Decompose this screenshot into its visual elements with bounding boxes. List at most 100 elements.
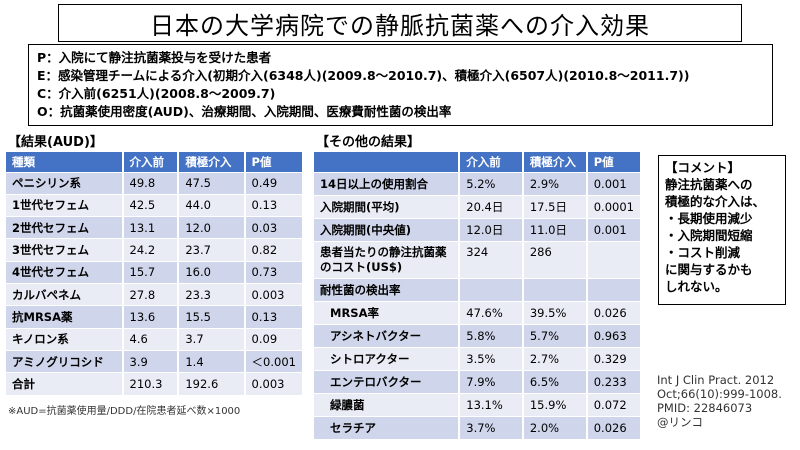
- comment-line: ・長期使用減少: [665, 211, 753, 226]
- value-cell: 44.0: [178, 193, 246, 217]
- p-value-cell: 0.09: [244, 327, 305, 351]
- value-cell: 13.1%: [459, 392, 524, 416]
- value-cell: 16.0: [178, 260, 246, 284]
- value-cell: 15.9%: [522, 392, 588, 416]
- row-label: シトロアクター: [314, 346, 461, 370]
- row-label: 患者当たりの静注抗菌薬のコスト(US$): [314, 240, 461, 278]
- p-value-cell: 0.963: [586, 323, 643, 347]
- other-header-active: 積極介入: [522, 152, 588, 172]
- comment-line: しれない。: [665, 279, 728, 294]
- value-cell: 27.8: [122, 282, 180, 306]
- p-value-cell: 0.03: [244, 216, 305, 239]
- table-row: 4世代セフェム 15.7 16.0 0.73: [6, 260, 305, 284]
- row-label: キノロン系: [6, 327, 124, 351]
- p-value-cell: ＜0.001: [244, 349, 305, 373]
- value-cell: 49.8: [122, 171, 180, 195]
- p-value-cell: 0.001: [586, 171, 643, 195]
- other-section-label: 【その他の結果】: [316, 135, 421, 150]
- pico-e: E：感染管理チームによる介入(初期介入(6348人)(2009.8～2010.7…: [37, 68, 690, 83]
- p-value-cell: 0.072: [586, 392, 643, 416]
- p-value-cell: 0.49: [244, 171, 305, 195]
- row-label: 緑膿菌: [314, 392, 461, 416]
- value-cell: 2.9%: [522, 171, 588, 195]
- other-header-row: 介入前 積極介入 P値: [314, 152, 643, 172]
- p-value-cell: 0.026: [586, 300, 643, 324]
- table-row: エンテロバクター 7.9% 6.5% 0.233: [314, 369, 643, 393]
- aud-footnote: ※AUD=抗菌薬使用量/DDD/在院患者延べ数×1000: [8, 406, 241, 417]
- value-cell: 15.7: [122, 260, 180, 284]
- row-label: セラチア: [314, 415, 461, 439]
- value-cell: 3.9: [122, 349, 180, 373]
- value-cell: 3.7%: [459, 415, 524, 439]
- p-value-cell: 0.82: [244, 238, 305, 262]
- p-value-cell: 0.13: [244, 305, 305, 329]
- comment-box: 【コメント】 静注抗菌薬への 積極的な介入は、 ・長期使用減少 ・入院期間短縮 …: [658, 155, 786, 305]
- row-label: 入院期間(平均): [314, 194, 461, 218]
- row-label: ペニシリン系: [6, 171, 124, 195]
- table-row: 3世代セフェム 24.2 23.7 0.82: [6, 238, 305, 262]
- p-value-cell: 0.0001: [586, 194, 643, 218]
- table-row: 抗MRSA薬 13.6 15.5 0.13: [6, 305, 305, 329]
- aud-header-type: 種類: [6, 152, 124, 172]
- table-row: 2世代セフェム 13.1 12.0 0.03: [6, 216, 305, 239]
- table-row: 入院期間(中央値) 12.0日 11.0日 0.001: [314, 217, 643, 241]
- table-row: 耐性菌の検出率: [314, 277, 643, 301]
- row-label: エンテロバクター: [314, 369, 461, 393]
- value-cell: 6.5%: [522, 369, 588, 393]
- table-row: MRSA率 47.6% 39.5% 0.026: [314, 300, 643, 324]
- value-cell: 12.0: [178, 216, 246, 239]
- aud-header-before: 介入前: [122, 152, 180, 172]
- value-cell: 3.7: [178, 327, 246, 351]
- row-label: 入院期間(中央値): [314, 217, 461, 241]
- citation: Int J Clin Pract. 2012 Oct;66(10):999-10…: [657, 373, 782, 429]
- value-cell: 7.9%: [459, 369, 524, 393]
- comment-line: 静注抗菌薬への: [665, 177, 753, 192]
- table-row: カルバペネム 27.8 23.3 0.003: [6, 282, 305, 306]
- value-cell: 286: [522, 240, 588, 278]
- value-cell: 5.8%: [459, 323, 524, 347]
- value-cell: 11.0日: [522, 217, 588, 241]
- p-value-cell: 0.003: [244, 282, 305, 306]
- table-row: アミノグリコシド 3.9 1.4 ＜0.001: [6, 349, 305, 373]
- pico-o: O：抗菌薬使用密度(AUD)、治療期間、入院期間、医療費耐性菌の検出率: [37, 104, 452, 119]
- citation-volume: Oct;66(10):999-1008.: [657, 387, 782, 401]
- value-cell: 23.7: [178, 238, 246, 262]
- comment-line: 【コメント】: [665, 160, 741, 175]
- value-cell: 20.4日: [459, 194, 524, 218]
- table-row: 1世代セフェム 42.5 44.0 0.13: [6, 193, 305, 217]
- value-cell: 192.6: [178, 372, 246, 395]
- pico-box: P：入院にて静注抗菌薬投与を受けた患者 E：感染管理チームによる介入(初期介入(…: [28, 44, 773, 126]
- value-cell: 12.0日: [459, 217, 524, 241]
- value-cell: 15.5: [178, 305, 246, 329]
- row-label: 耐性菌の検出率: [314, 277, 461, 301]
- row-label: MRSA率: [314, 300, 461, 324]
- row-label: 1世代セフェム: [6, 193, 124, 217]
- aud-header-p: P値: [244, 152, 305, 172]
- slide-title: 日本の大学病院での静脈抗菌薬への介入効果: [58, 4, 742, 42]
- other-header-p: P値: [586, 152, 643, 172]
- value-cell: 210.3: [122, 372, 180, 395]
- p-value-cell: [586, 240, 643, 278]
- aud-table: 種類 介入前 積極介入 P値 ペニシリン系 49.8 47.5 0.49 1世代セフェム…: [6, 152, 305, 395]
- table-row: 14日以上の使用割合 5.2% 2.9% 0.001: [314, 171, 643, 195]
- pico-c: C：介入前(6251人)(2008.8～2009.7): [37, 86, 276, 101]
- comment-line: ・コスト削減: [665, 245, 741, 260]
- citation-pmid: PMID: 22846073: [657, 401, 753, 415]
- table-row: 緑膿菌 13.1% 15.9% 0.072: [314, 392, 643, 416]
- value-cell: 23.3: [178, 282, 246, 306]
- p-value-cell: 0.13: [244, 193, 305, 217]
- row-label: 14日以上の使用割合: [314, 171, 461, 195]
- value-cell: 4.6: [122, 327, 180, 351]
- other-header-item: [314, 152, 461, 172]
- value-cell: 24.2: [122, 238, 180, 262]
- value-cell: 1.4: [178, 349, 246, 373]
- aud-section-label: 【結果(AUD)】: [8, 135, 103, 150]
- value-cell: 5.2%: [459, 171, 524, 195]
- citation-author: @リンコ: [657, 415, 703, 429]
- p-value-cell: 0.026: [586, 415, 643, 439]
- citation-journal: Int J Clin Pract. 2012: [657, 373, 775, 387]
- comment-line: に関与するかも: [665, 262, 753, 277]
- table-row: セラチア 3.7% 2.0% 0.026: [314, 415, 643, 439]
- row-label: 3世代セフェム: [6, 238, 124, 262]
- row-label: アミノグリコシド: [6, 349, 124, 373]
